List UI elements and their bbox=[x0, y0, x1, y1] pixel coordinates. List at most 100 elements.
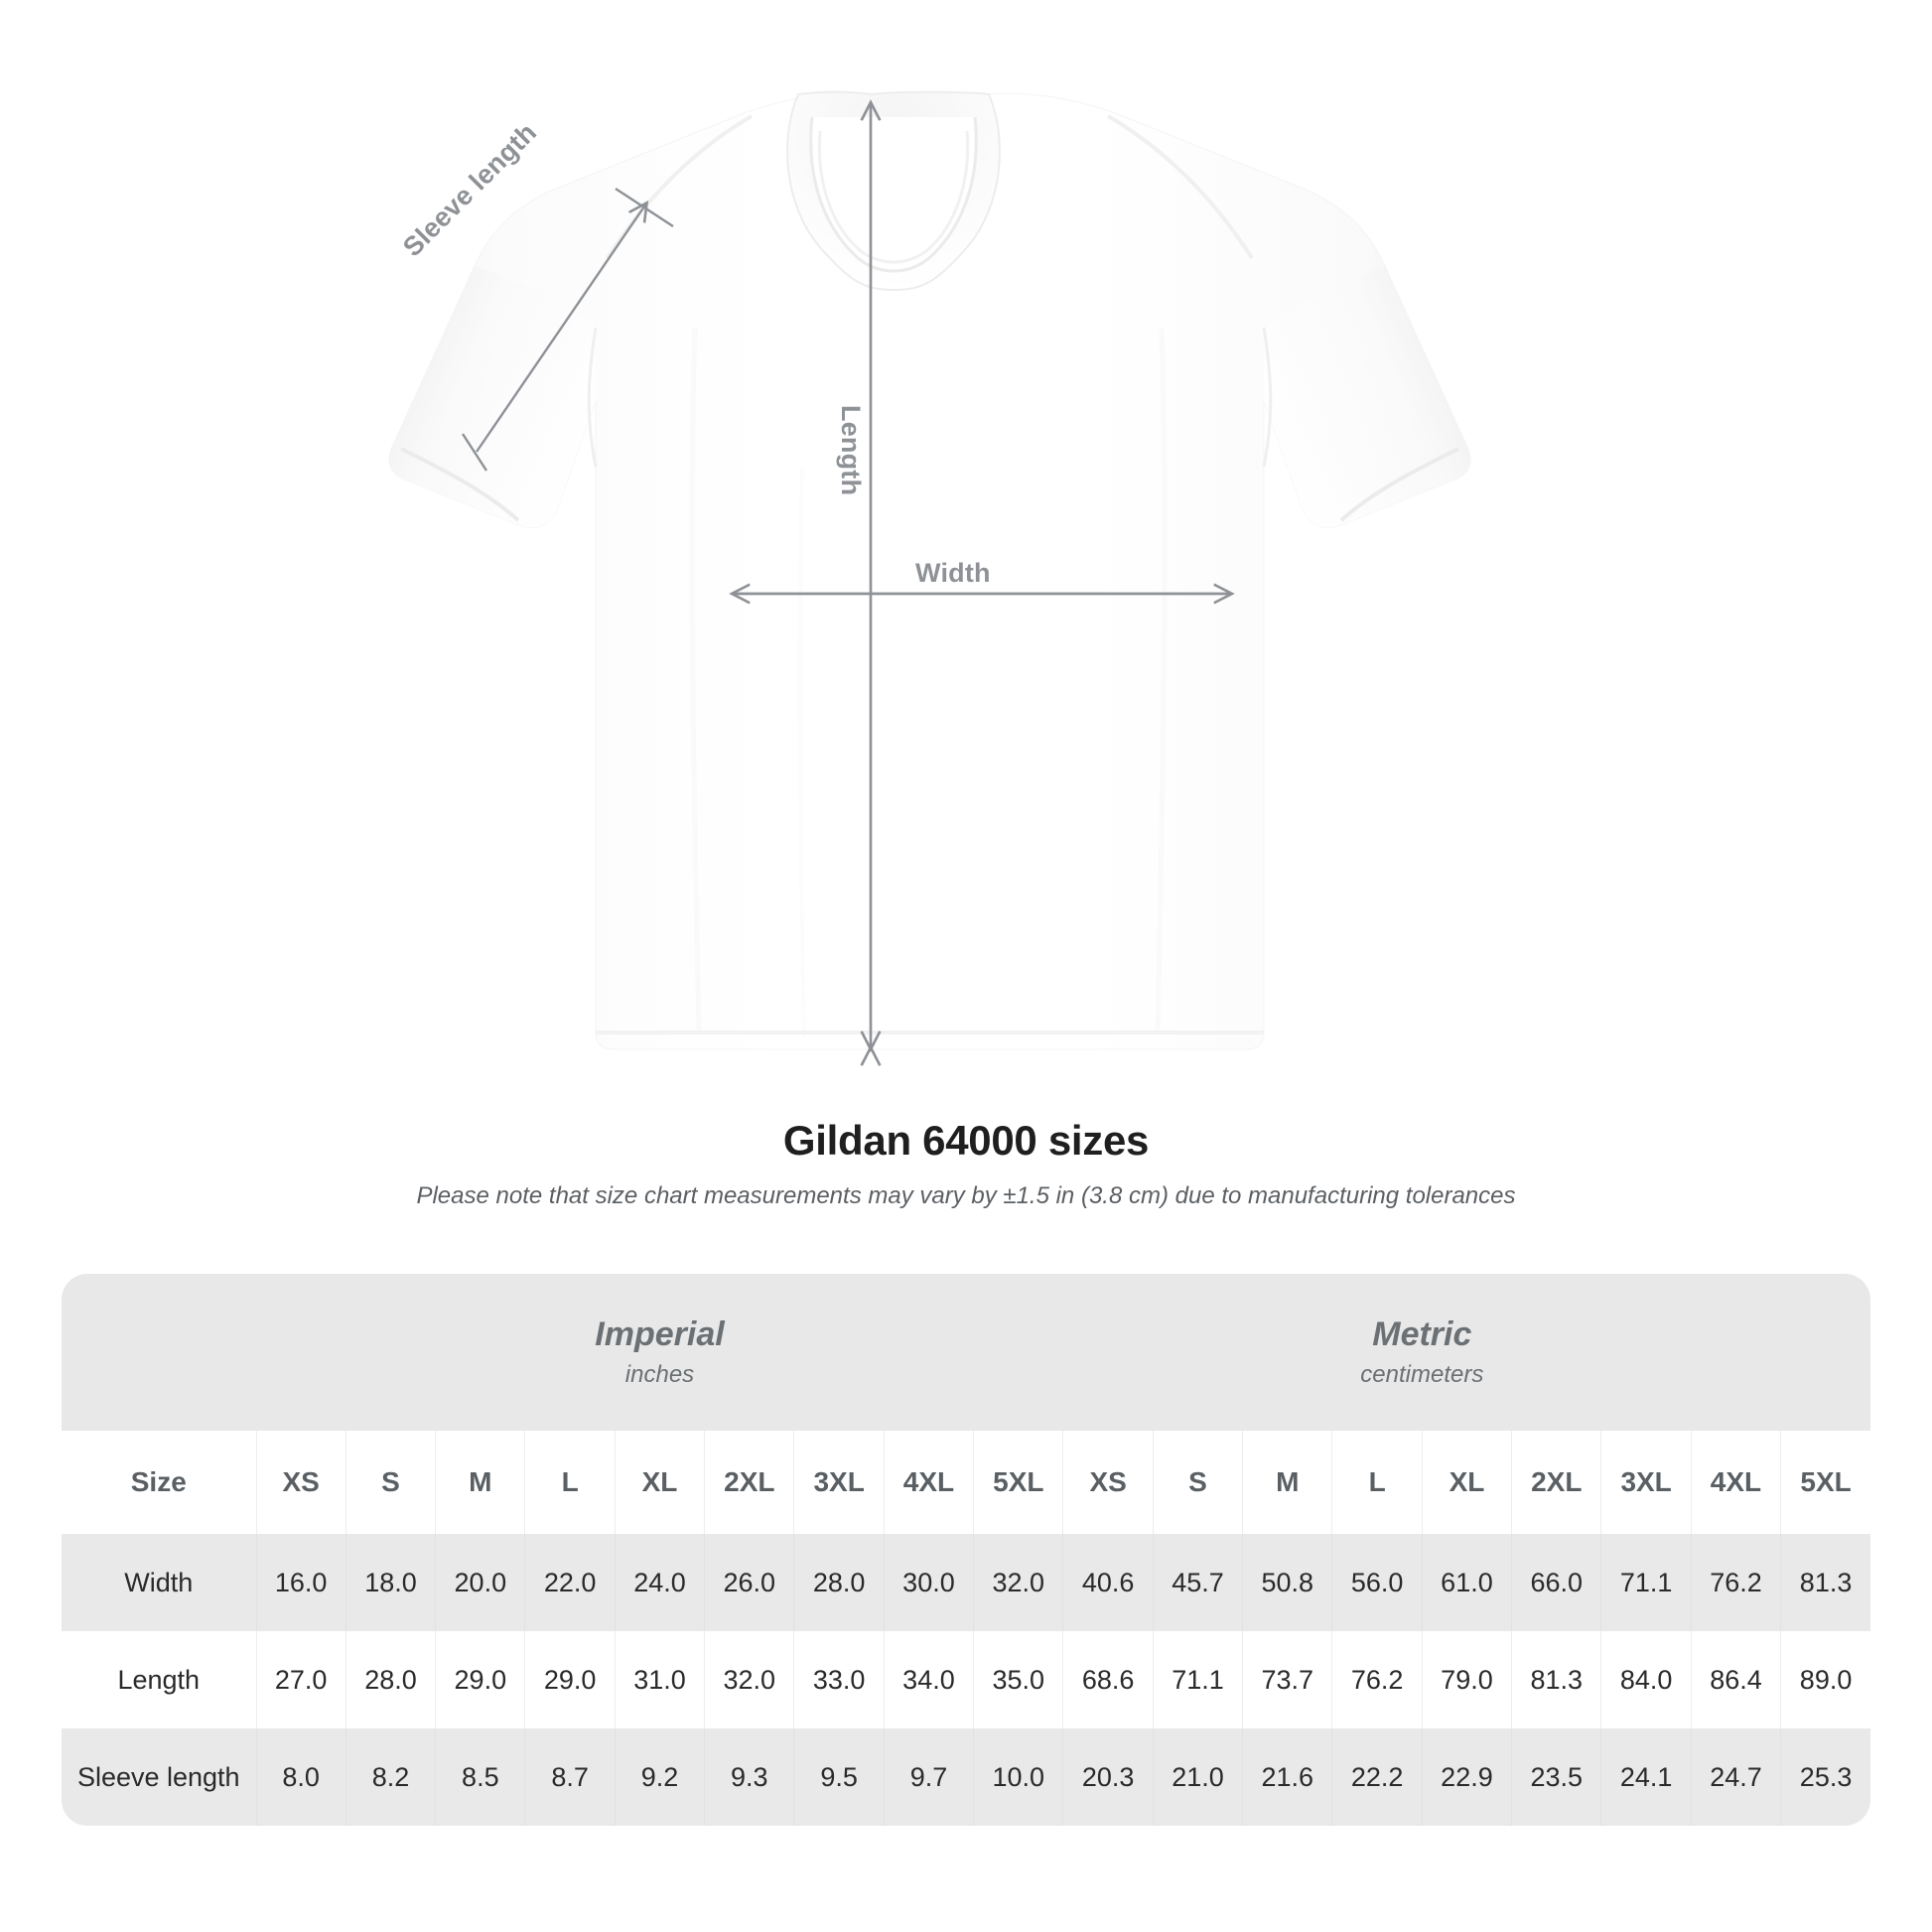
dimension-lines bbox=[461, 103, 1231, 1048]
size-chart-table-wrapper: Imperial inches Metric centimeters Size … bbox=[62, 1274, 1870, 1826]
cell: 32.0 bbox=[704, 1631, 794, 1728]
cell: 9.3 bbox=[704, 1728, 794, 1826]
cell: 34.0 bbox=[883, 1631, 974, 1728]
size-header-cell: L bbox=[524, 1431, 616, 1534]
size-header-cell: XS bbox=[1062, 1431, 1154, 1534]
table-row: Width 16.0 18.0 20.0 22.0 24.0 26.0 28.0… bbox=[62, 1534, 1870, 1631]
size-chart-table: Imperial inches Metric centimeters Size … bbox=[62, 1274, 1870, 1826]
size-header-cell: 4XL bbox=[883, 1431, 974, 1534]
cell: 8.7 bbox=[524, 1728, 616, 1826]
size-header-cell: 4XL bbox=[1690, 1431, 1781, 1534]
page-subtitle: Please note that size chart measurements… bbox=[416, 1182, 1516, 1209]
cell: 21.0 bbox=[1152, 1728, 1243, 1826]
size-header-cell: 2XL bbox=[1511, 1431, 1601, 1534]
size-header-cell: L bbox=[1331, 1431, 1423, 1534]
tshirt-illustration bbox=[388, 90, 1471, 1112]
cell: 76.2 bbox=[1690, 1534, 1781, 1631]
cell: 21.6 bbox=[1242, 1728, 1332, 1826]
cell: 24.0 bbox=[614, 1534, 705, 1631]
cell: 56.0 bbox=[1331, 1534, 1423, 1631]
size-header-cell: S bbox=[1152, 1431, 1243, 1534]
cell: 27.0 bbox=[255, 1631, 346, 1728]
cell: 9.2 bbox=[614, 1728, 705, 1826]
size-header-cell: XL bbox=[1421, 1431, 1512, 1534]
cell: 89.0 bbox=[1780, 1631, 1870, 1728]
cell: 8.2 bbox=[345, 1728, 436, 1826]
table-row: Length 27.0 28.0 29.0 29.0 31.0 32.0 33.… bbox=[62, 1631, 1870, 1728]
cell: 8.5 bbox=[435, 1728, 525, 1826]
size-header-cell: 2XL bbox=[704, 1431, 794, 1534]
cell: 22.9 bbox=[1421, 1728, 1512, 1826]
width-label: Width bbox=[915, 558, 991, 588]
title-block: Gildan 64000 sizes Please note that size… bbox=[0, 1117, 1932, 1210]
tshirt-body-shape bbox=[388, 90, 1471, 1050]
cell: 86.4 bbox=[1690, 1631, 1781, 1728]
cell: 30.0 bbox=[883, 1534, 974, 1631]
row-label-width: Width bbox=[62, 1534, 256, 1631]
unit-group-spacer bbox=[62, 1274, 256, 1431]
sleeve-tick-bottom bbox=[461, 433, 488, 472]
cell: 40.6 bbox=[1062, 1534, 1154, 1631]
size-header-label: Size bbox=[62, 1431, 256, 1534]
cell: 22.2 bbox=[1331, 1728, 1423, 1826]
cell: 10.0 bbox=[973, 1728, 1063, 1826]
cell: 22.0 bbox=[524, 1534, 616, 1631]
sleeve-dimension-line bbox=[476, 204, 646, 453]
size-header-cell: 3XL bbox=[1600, 1431, 1692, 1534]
cell: 50.8 bbox=[1242, 1534, 1332, 1631]
size-header-cell: XL bbox=[614, 1431, 705, 1534]
cell: 29.0 bbox=[435, 1631, 525, 1728]
size-header-cell: 3XL bbox=[793, 1431, 885, 1534]
size-header-cell: 5XL bbox=[1780, 1431, 1870, 1534]
cell: 32.0 bbox=[973, 1534, 1063, 1631]
size-header-cell: 5XL bbox=[973, 1431, 1063, 1534]
cell: 28.0 bbox=[345, 1631, 436, 1728]
cell: 20.3 bbox=[1062, 1728, 1154, 1826]
size-header-cell: M bbox=[1242, 1431, 1332, 1534]
cell: 76.2 bbox=[1331, 1631, 1423, 1728]
cell: 71.1 bbox=[1600, 1534, 1692, 1631]
cell: 73.7 bbox=[1242, 1631, 1332, 1728]
cell: 61.0 bbox=[1421, 1534, 1512, 1631]
cell: 29.0 bbox=[524, 1631, 616, 1728]
size-header-cell: XS bbox=[255, 1431, 346, 1534]
cell: 9.7 bbox=[883, 1728, 974, 1826]
unit-group-imperial-name: Imperial bbox=[595, 1315, 725, 1354]
cell: 9.5 bbox=[793, 1728, 885, 1826]
length-label: Length bbox=[836, 405, 866, 496]
cell: 81.3 bbox=[1511, 1631, 1601, 1728]
sleeve-tick-top bbox=[615, 187, 674, 228]
cell: 18.0 bbox=[345, 1534, 436, 1631]
cell: 26.0 bbox=[704, 1534, 794, 1631]
cell: 20.0 bbox=[435, 1534, 525, 1631]
cell: 84.0 bbox=[1600, 1631, 1692, 1728]
table-row: Sleeve length 8.0 8.2 8.5 8.7 9.2 9.3 9.… bbox=[62, 1728, 1870, 1826]
cell: 23.5 bbox=[1511, 1728, 1601, 1826]
unit-group-row: Imperial inches Metric centimeters bbox=[62, 1274, 1870, 1431]
row-label-length: Length bbox=[62, 1631, 256, 1728]
cell: 16.0 bbox=[255, 1534, 346, 1631]
cell: 31.0 bbox=[614, 1631, 705, 1728]
unit-group-spacer-right bbox=[1780, 1274, 1870, 1431]
size-header-row: Size XS S M L XL 2XL 3XL 4XL 5XL XS S M … bbox=[62, 1431, 1870, 1534]
cell: 81.3 bbox=[1780, 1534, 1870, 1631]
cell: 68.6 bbox=[1062, 1631, 1154, 1728]
size-header-cell: M bbox=[435, 1431, 525, 1534]
row-label-sleeve-length: Sleeve length bbox=[62, 1728, 256, 1826]
cell: 24.1 bbox=[1600, 1728, 1692, 1826]
cell: 79.0 bbox=[1421, 1631, 1512, 1728]
unit-group-metric: Metric centimeters bbox=[1062, 1274, 1781, 1431]
cell: 35.0 bbox=[973, 1631, 1063, 1728]
tshirt-diagram: Sleeve length Length Width bbox=[388, 90, 1471, 1112]
cell: 33.0 bbox=[793, 1631, 885, 1728]
cell: 8.0 bbox=[255, 1728, 346, 1826]
cell: 25.3 bbox=[1780, 1728, 1870, 1826]
cell: 24.7 bbox=[1690, 1728, 1781, 1826]
unit-group-imperial: Imperial inches bbox=[256, 1274, 1063, 1431]
cell: 28.0 bbox=[793, 1534, 885, 1631]
cell: 45.7 bbox=[1152, 1534, 1243, 1631]
unit-group-imperial-unit: inches bbox=[624, 1360, 695, 1388]
size-header-cell: S bbox=[345, 1431, 436, 1534]
unit-group-metric-unit: centimeters bbox=[1360, 1360, 1484, 1388]
